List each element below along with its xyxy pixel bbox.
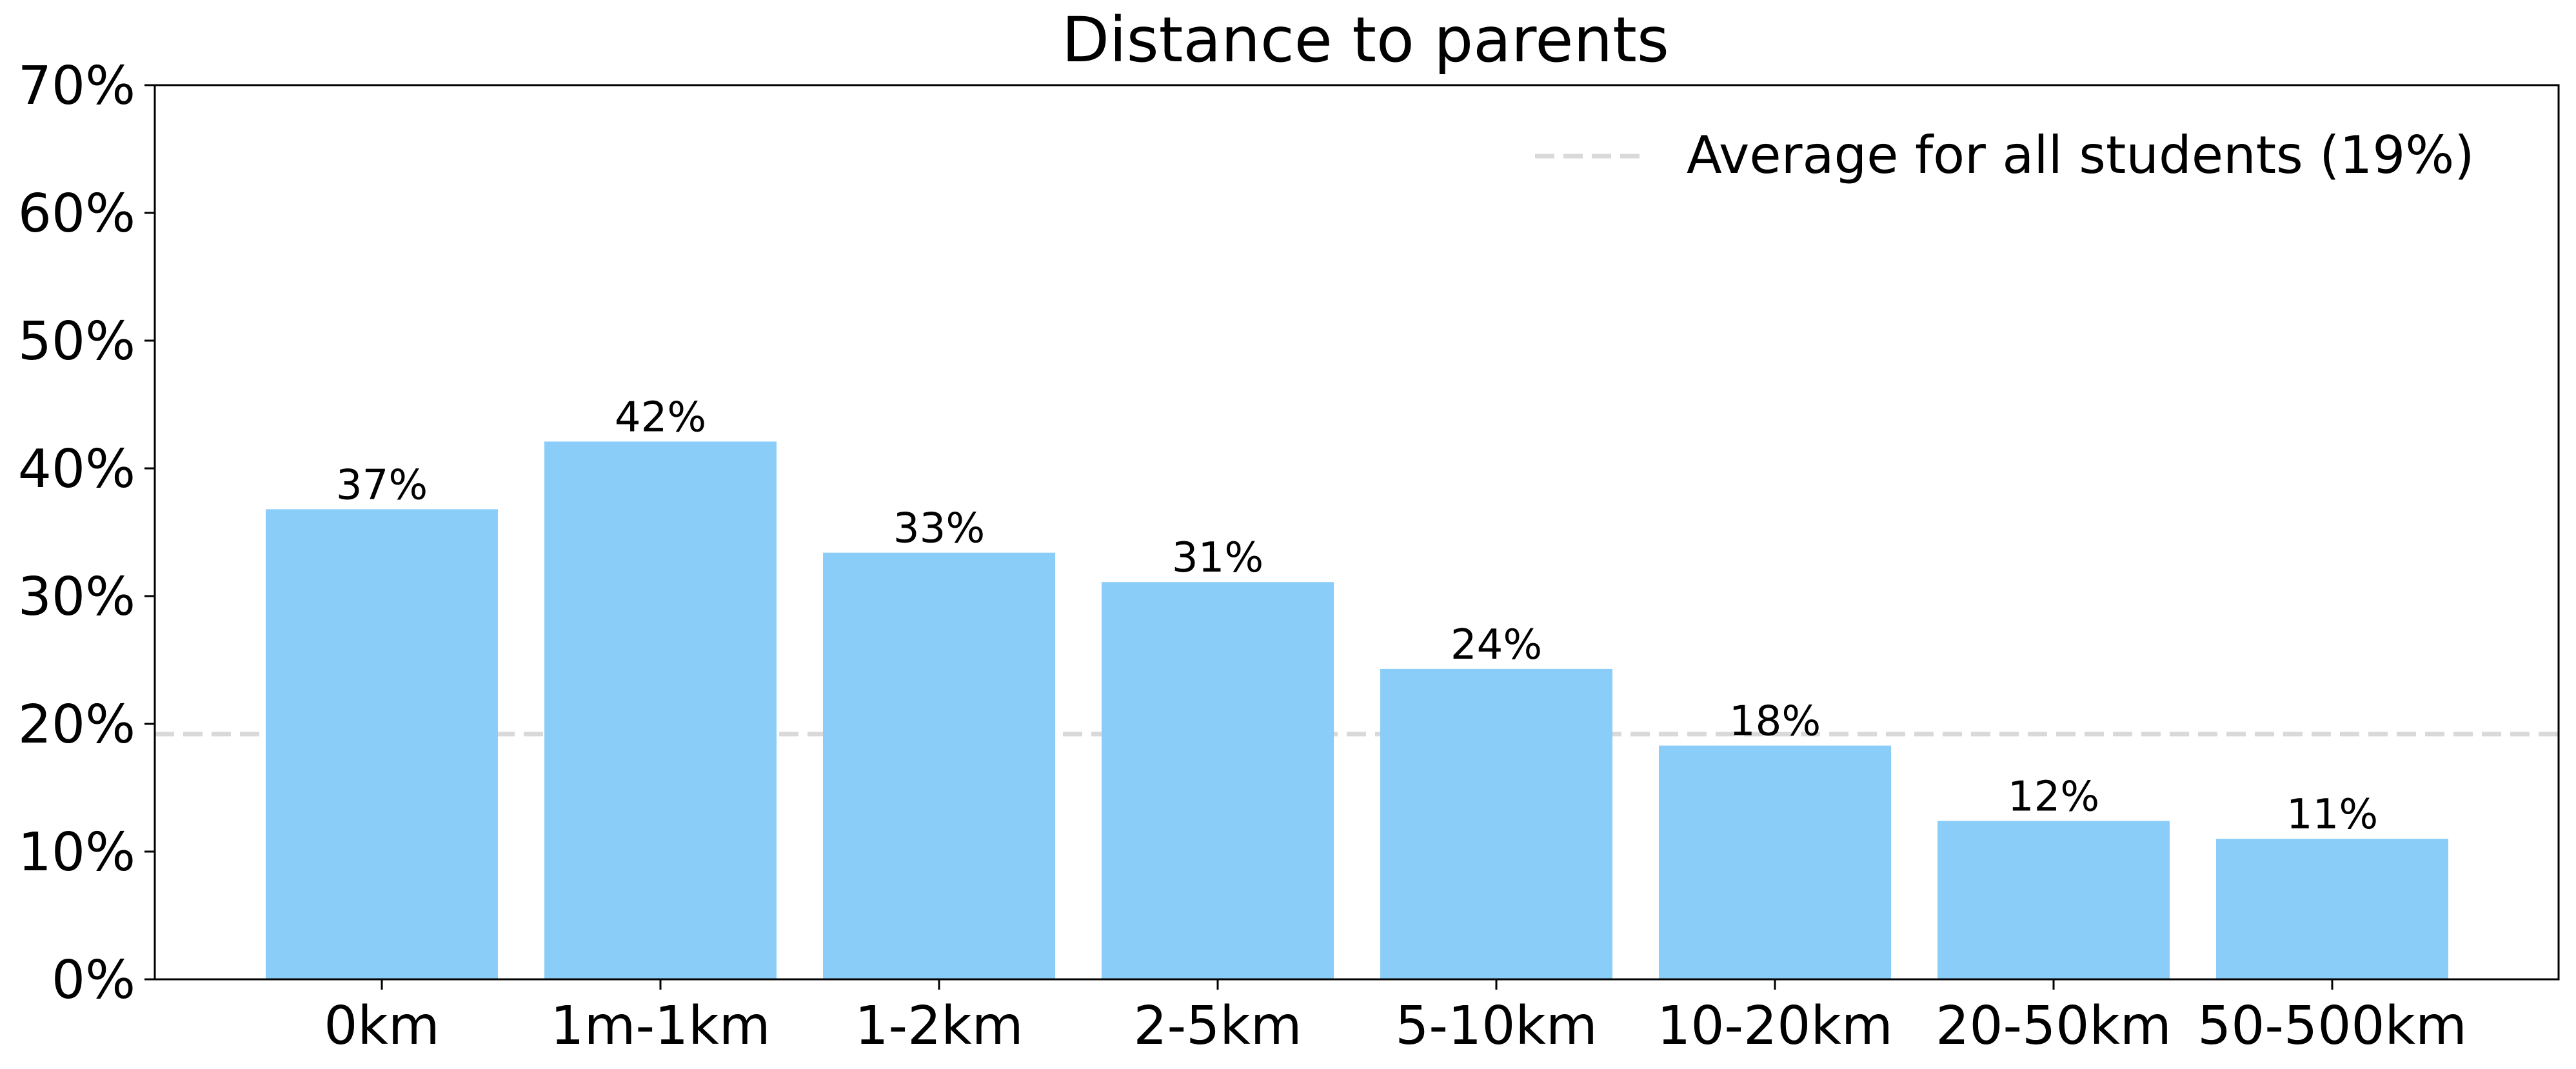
- legend: Average for all students (19%): [1535, 125, 2474, 185]
- data-labels-group: 37% 42% 33% 31% 24% 18% 12% 11%: [336, 394, 2378, 839]
- x-tick-label: 20-50km: [1936, 995, 2172, 1057]
- bar-20-50km: [1937, 821, 2170, 979]
- x-tick-label: 10-20km: [1657, 995, 1893, 1057]
- x-tick-label: 5-10km: [1395, 995, 1597, 1057]
- y-tick-label: 50%: [18, 311, 135, 372]
- x-tick-label: 1-2km: [855, 995, 1023, 1057]
- x-tick-label: 50-500km: [2197, 995, 2467, 1057]
- bar-1-2km: [823, 552, 1055, 979]
- data-label: 31%: [1172, 534, 1263, 582]
- data-label: 42%: [615, 394, 706, 441]
- data-label: 12%: [2008, 773, 2099, 821]
- y-tick-label: 60%: [18, 183, 135, 245]
- y-tick-label: 30%: [18, 566, 135, 628]
- bar-10-20km: [1659, 745, 1891, 979]
- data-label: 33%: [893, 505, 985, 553]
- bars-group: [266, 441, 2448, 979]
- y-tick-label: 20%: [18, 694, 135, 755]
- bar-2-5km: [1102, 582, 1334, 979]
- legend-label: Average for all students (19%): [1687, 125, 2474, 185]
- data-label: 37%: [336, 461, 428, 509]
- x-tick-label: 0km: [324, 995, 440, 1057]
- bar-50-500km: [2216, 839, 2448, 979]
- data-label: 18%: [1729, 698, 1821, 746]
- bar-5-10km: [1380, 668, 1612, 979]
- y-tick-label: 10%: [18, 822, 135, 883]
- bar-1m-1km: [544, 441, 777, 979]
- y-axis: 0% 10% 20% 30% 40% 50% 60% 70%: [18, 55, 155, 1011]
- bar-0km: [266, 509, 498, 979]
- x-tick-label: 1m-1km: [550, 995, 770, 1057]
- y-tick-label: 0%: [52, 950, 135, 1011]
- data-label: 24%: [1451, 621, 1542, 669]
- data-label: 11%: [2286, 791, 2378, 839]
- y-tick-label: 70%: [18, 55, 135, 117]
- chart-title: Distance to parents: [1062, 4, 1669, 76]
- x-axis: 0km 1m-1km 1-2km 2-5km 5-10km 10-20km 20-50km 5…: [324, 979, 2467, 1057]
- y-tick-label: 40%: [18, 439, 135, 500]
- x-tick-label: 2-5km: [1133, 995, 1302, 1057]
- plot-frame: [154, 84, 2560, 981]
